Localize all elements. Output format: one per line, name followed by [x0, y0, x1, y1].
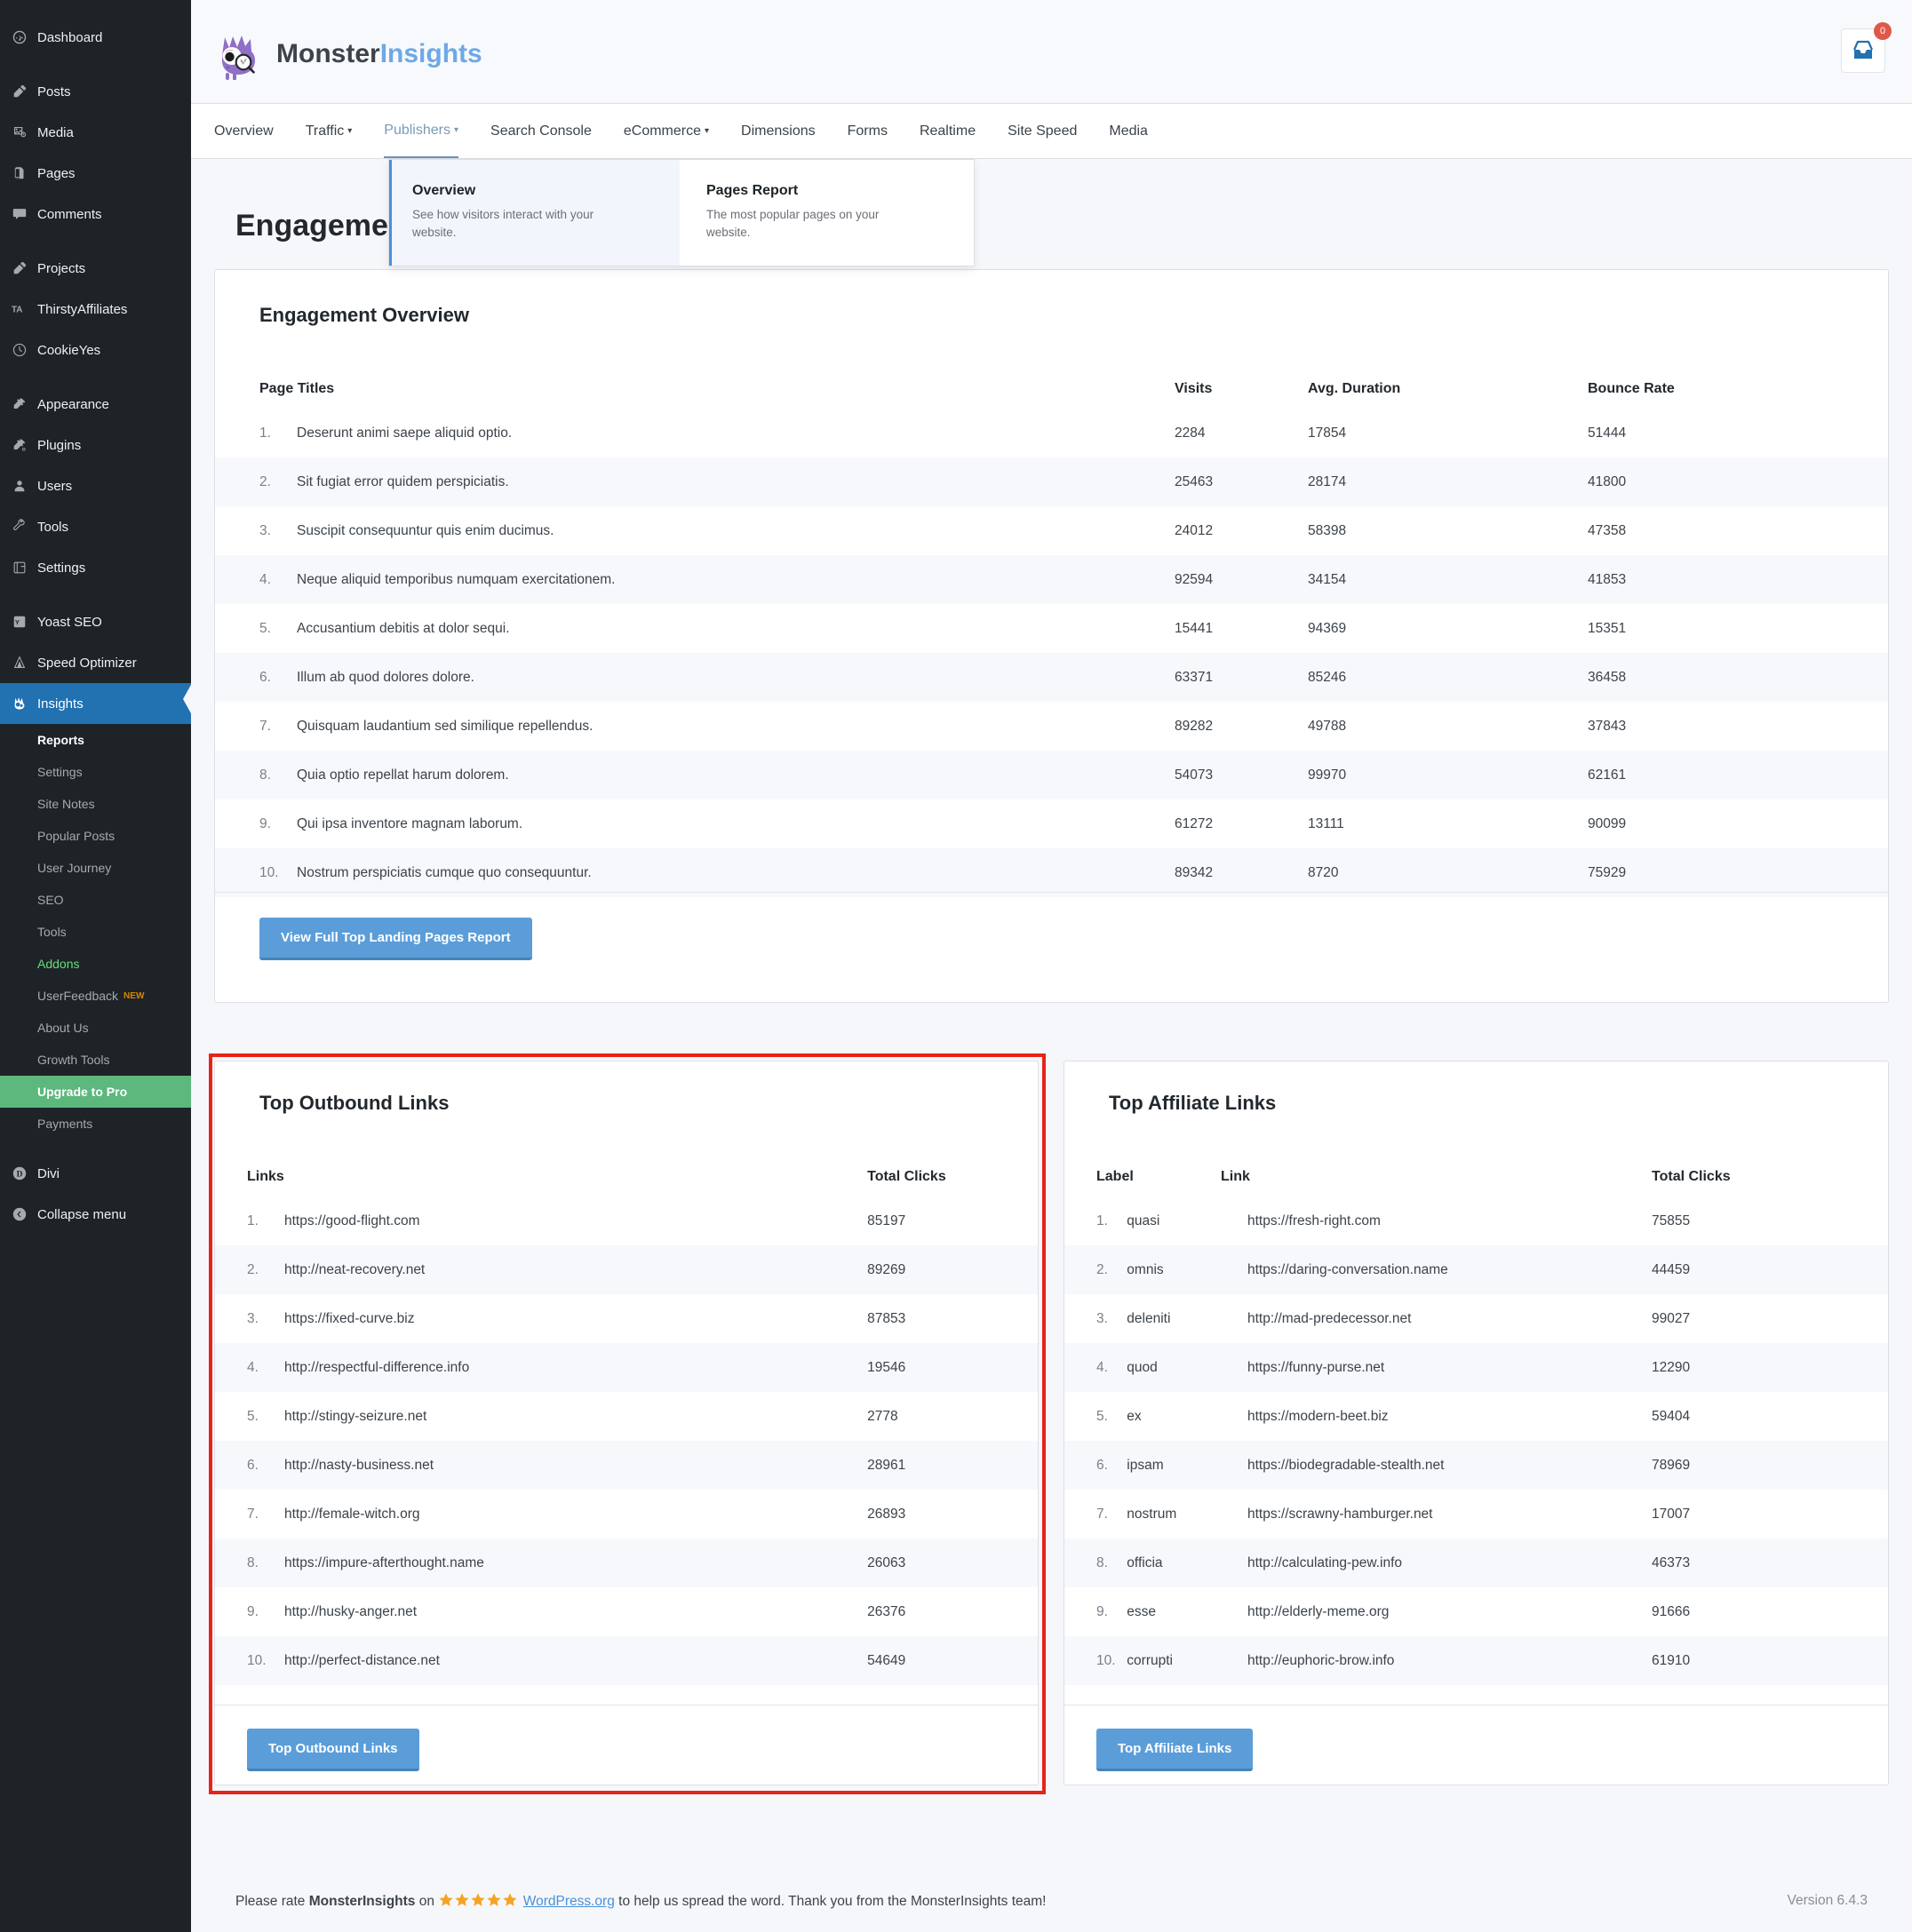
svg-text:Y: Y [15, 618, 20, 626]
svg-text:D: D [17, 1170, 23, 1179]
svg-text:TA: TA [12, 306, 22, 315]
